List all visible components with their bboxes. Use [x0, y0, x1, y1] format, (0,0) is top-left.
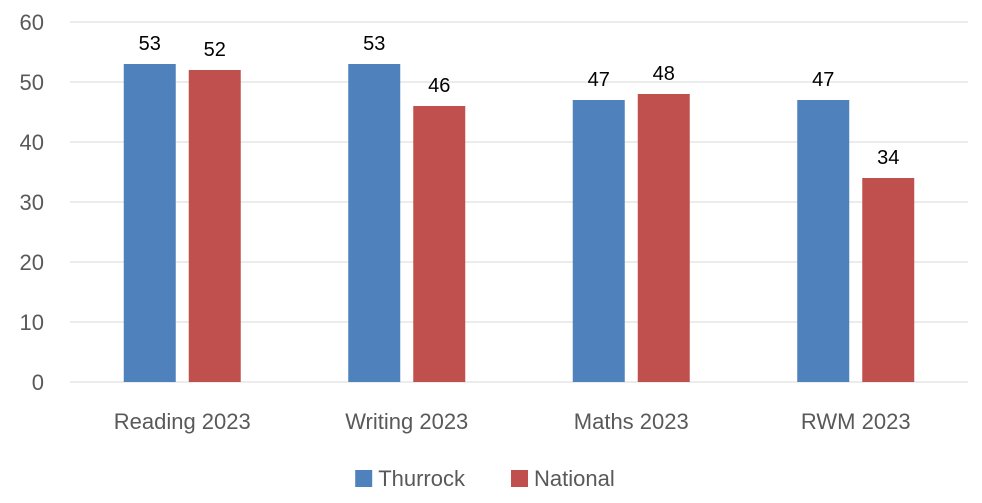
data-label: 47 — [588, 69, 610, 91]
data-label: 46 — [428, 75, 450, 97]
legend-swatch — [511, 470, 528, 487]
data-label: 48 — [653, 63, 675, 85]
x-tick-label: Reading 2023 — [114, 409, 251, 434]
bar-national-1 — [188, 70, 241, 382]
legend-label: Thurrock — [378, 466, 466, 491]
legend-swatch — [355, 470, 373, 487]
x-tick-label: Writing 2023 — [345, 409, 468, 434]
bar-national-4 — [862, 178, 915, 382]
legend-label: National — [534, 466, 615, 491]
bar-national-2 — [413, 106, 466, 382]
y-tick-label: 30 — [20, 190, 44, 215]
legend-item-national: National — [511, 466, 615, 491]
y-tick-label: 10 — [20, 310, 44, 335]
data-label: 34 — [877, 147, 899, 169]
x-tick-label: RWM 2023 — [801, 409, 911, 434]
x-axis-tick-labels: Reading 2023 Writing 2023 Maths 2023 RWM 20… — [114, 409, 911, 434]
bar-thurrock-2 — [348, 64, 401, 382]
legend: Thurrock National — [355, 466, 615, 491]
y-tick-label: 20 — [20, 250, 44, 275]
y-tick-label: 50 — [20, 70, 44, 95]
bar-thurrock-4 — [797, 100, 850, 382]
bars — [123, 64, 915, 382]
bar-thurrock-3 — [572, 100, 625, 382]
y-tick-label: 0 — [32, 370, 44, 395]
data-labels: 53 52 53 46 47 48 47 34 — [139, 33, 900, 169]
x-tick-label: Maths 2023 — [574, 409, 689, 434]
data-label: 52 — [204, 39, 226, 61]
legend-item-thurrock: Thurrock — [355, 466, 466, 491]
y-tick-label: 60 — [20, 10, 44, 35]
bar-national-3 — [637, 94, 690, 382]
bar-thurrock-1 — [123, 64, 176, 382]
data-label: 53 — [363, 33, 385, 55]
y-axis-tick-labels: 0 10 20 30 40 50 60 — [20, 10, 44, 395]
data-label: 47 — [812, 69, 834, 91]
data-label: 53 — [139, 33, 161, 55]
y-tick-label: 40 — [20, 130, 44, 155]
